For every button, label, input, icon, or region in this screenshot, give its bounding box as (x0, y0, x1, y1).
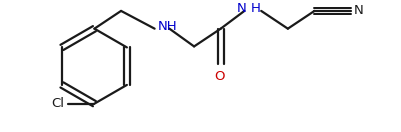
Text: N: N (353, 4, 363, 17)
Text: N: N (236, 2, 246, 15)
Text: Cl: Cl (51, 97, 64, 110)
Text: O: O (214, 70, 225, 83)
Text: NH: NH (157, 20, 177, 33)
Text: H: H (250, 2, 259, 15)
